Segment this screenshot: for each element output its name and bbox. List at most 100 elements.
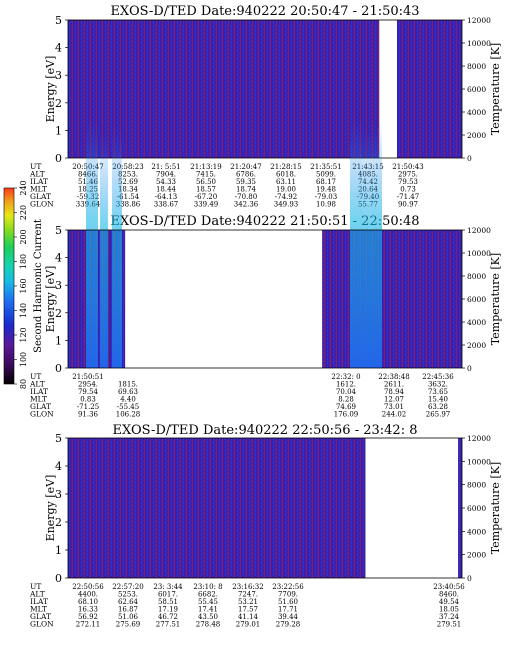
emission-feature xyxy=(362,126,372,368)
orbit-value: 18.34 xyxy=(118,186,139,194)
orbit-value: 79.54 xyxy=(78,388,99,396)
y-tick-label: 4 xyxy=(55,460,62,473)
orbit-value: 21:28:15 xyxy=(270,163,301,171)
y-tick-label: 0 xyxy=(55,572,62,585)
orbit-value: 7904. xyxy=(156,171,176,179)
orbit-value: 21:50:51 xyxy=(72,373,103,381)
y2-tick-label: 0 xyxy=(467,574,472,583)
orbit-value: 18.74 xyxy=(236,186,257,194)
y2-tick-label: 0 xyxy=(467,154,472,163)
orbit-value: -74.92 xyxy=(275,193,297,201)
orbit-value: 79.53 xyxy=(398,178,418,186)
spectrogram-panel-1: EXOS-D/TED Date:940222 20:50:47 - 21:50:… xyxy=(29,4,502,209)
orbit-row-label: GLAT xyxy=(30,402,51,411)
y2-tick-label: 2000 xyxy=(467,551,486,560)
y-tick-label: 4 xyxy=(55,42,62,55)
orbit-value: 339.49 xyxy=(194,201,219,209)
y-tick-label: 1 xyxy=(55,124,62,137)
orbit-value: 4.40 xyxy=(120,396,136,404)
orbit-value: 23:10: 8 xyxy=(193,583,222,591)
orbit-value: 176.09 xyxy=(334,411,359,419)
orbit-value: 349.93 xyxy=(274,201,299,209)
y2-axis-label: Temperature [K] xyxy=(489,43,502,135)
orbit-row-label: GLON xyxy=(30,620,54,629)
orbit-value: -55.45 xyxy=(117,403,139,411)
orbit-row-label: ILAT xyxy=(30,387,48,396)
orbit-value: 4400. xyxy=(78,591,98,599)
orbit-value: 342.36 xyxy=(234,201,259,209)
orbit-value: 0.73 xyxy=(400,186,416,194)
orbit-value: 2975. xyxy=(398,171,418,179)
orbit-value: 73.01 xyxy=(384,403,404,411)
spectrogram-data-block xyxy=(396,20,462,158)
colorbar-ticks: 80 100 120 140 160 180 200 220 240 xyxy=(14,180,28,389)
orbit-value: -67.20 xyxy=(195,193,217,201)
emission-feature xyxy=(100,132,108,368)
colorbar: 80 100 120 140 160 180 200 220 240 Second Harmon… xyxy=(3,180,44,389)
orbit-value: 23:40:56 xyxy=(433,583,465,591)
orbit-value: 63.11 xyxy=(276,178,296,186)
orbit-value: 90.97 xyxy=(398,201,418,209)
orbit-value: 56.92 xyxy=(78,613,98,621)
orbit-value: 106.28 xyxy=(116,411,141,419)
colorbar-tick-label: 160 xyxy=(19,278,28,293)
orbit-row-label: UT xyxy=(30,582,41,591)
orbit-value: 17.19 xyxy=(158,606,178,614)
orbit-value: 21:50:43 xyxy=(392,163,423,171)
y-tick-label: 2 xyxy=(55,516,62,529)
orbit-row-label: UT xyxy=(30,162,41,171)
y-tick-label: 0 xyxy=(55,152,62,165)
orbit-value: 73.65 xyxy=(428,388,448,396)
colorbar-gradient xyxy=(3,187,15,385)
emission-feature xyxy=(350,118,362,368)
emission-feature xyxy=(372,122,382,368)
orbit-value: 68.17 xyxy=(316,178,336,186)
orbit-value: 23: 3:44 xyxy=(153,583,183,591)
orbit-value: 15.40 xyxy=(428,396,448,404)
orbit-value: 279.51 xyxy=(437,621,462,629)
y-axis-label: Energy [eV] xyxy=(44,56,57,123)
orbit-value: -61.54 xyxy=(117,193,140,201)
y2-tick-label: 0 xyxy=(467,364,472,373)
panel-title: EXOS-D/TED Date:940222 21:50:51 - 22:50:… xyxy=(110,214,419,229)
emission-feature xyxy=(112,128,122,368)
orbit-value: -70.80 xyxy=(235,193,257,201)
colorbar-label: Second Harmonic Current xyxy=(33,219,44,353)
orbit-value: 37.24 xyxy=(439,613,460,621)
y2-tick-label: 8000 xyxy=(467,272,486,281)
orbit-value: 277.51 xyxy=(156,621,181,629)
orbit-row-label: UT xyxy=(30,372,41,381)
orbit-value: 8.28 xyxy=(338,396,354,404)
y2-tick-label: 10000 xyxy=(467,457,491,466)
y-tick-label: 3 xyxy=(55,69,62,82)
colorbar-tick-label: 140 xyxy=(19,303,28,318)
orbit-row-label: ILAT xyxy=(30,597,48,606)
spectrogram-data-block xyxy=(458,438,462,578)
orbit-value: 51.06 xyxy=(118,613,139,621)
orbit-value: 21:20:47 xyxy=(230,163,261,171)
orbit-value: 338.67 xyxy=(154,201,179,209)
orbit-value: 2611. xyxy=(384,381,404,389)
orbit-row-label: GLON xyxy=(30,410,54,419)
y2-tick-label: 6000 xyxy=(467,295,486,304)
orbit-value: 5099. xyxy=(316,171,336,179)
orbit-value: 279.01 xyxy=(236,621,261,629)
orbit-value: 16.33 xyxy=(78,606,98,614)
orbit-row-label: GLON xyxy=(30,200,54,209)
orbit-value: 21:13:19 xyxy=(190,163,221,171)
colorbar-tick-label: 120 xyxy=(19,327,28,342)
y2-tick-label: 4000 xyxy=(467,318,486,327)
orbit-value: 63.28 xyxy=(428,403,448,411)
orbit-row-label: MLT xyxy=(30,185,47,194)
orbit-value: 49.54 xyxy=(439,598,460,606)
orbit-value: 2954. xyxy=(78,381,98,389)
orbit-value: 68.10 xyxy=(78,598,98,606)
y2-tick-label: 10000 xyxy=(467,249,491,258)
panel-title: EXOS-D/TED Date:940222 20:50:47 - 21:50:… xyxy=(110,4,419,19)
y-tick-label: 5 xyxy=(55,432,62,445)
y2-tick-label: 4000 xyxy=(467,527,486,536)
colorbar-tick-label: 80 xyxy=(19,379,28,389)
orbit-value: 74.69 xyxy=(336,403,356,411)
orbit-value: 21: 5:51 xyxy=(151,163,180,171)
